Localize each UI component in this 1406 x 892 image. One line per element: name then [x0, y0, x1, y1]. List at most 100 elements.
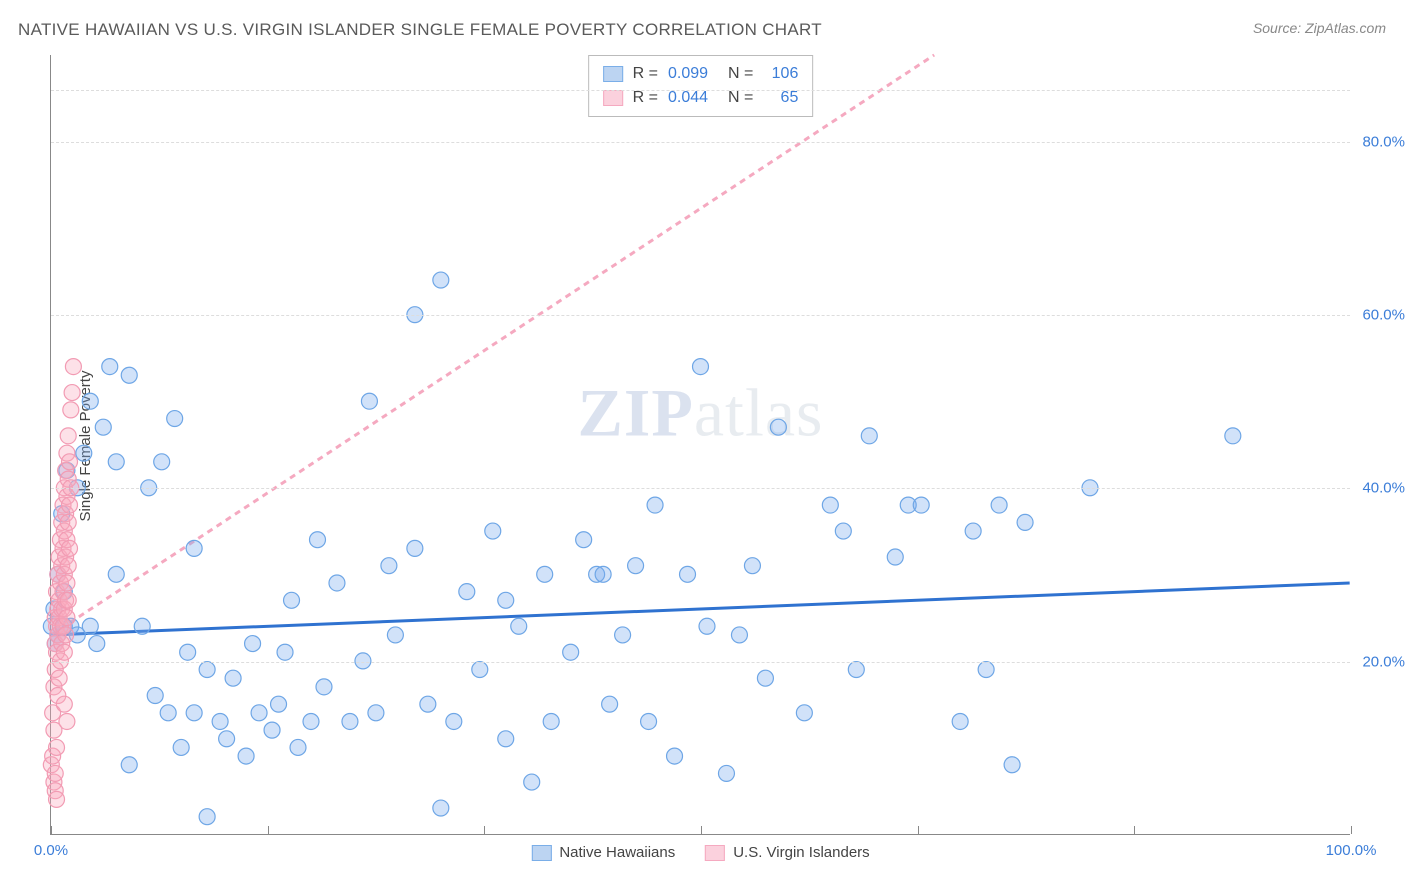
data-point: [134, 618, 150, 634]
data-point: [63, 402, 79, 418]
data-point: [420, 696, 436, 712]
data-point: [952, 713, 968, 729]
y-tick-label: 60.0%: [1362, 307, 1405, 324]
data-point: [361, 393, 377, 409]
data-point: [796, 705, 812, 721]
data-point: [147, 688, 163, 704]
data-point: [472, 662, 488, 678]
data-point: [51, 670, 67, 686]
data-point: [913, 497, 929, 513]
data-point: [628, 558, 644, 574]
data-point: [459, 584, 475, 600]
x-tick: [1351, 826, 1352, 834]
data-point: [965, 523, 981, 539]
data-point: [387, 627, 403, 643]
x-tick: [268, 826, 269, 834]
data-point: [186, 540, 202, 556]
data-point: [861, 428, 877, 444]
data-point: [56, 696, 72, 712]
data-point: [82, 618, 98, 634]
data-point: [225, 670, 241, 686]
legend-label: U.S. Virgin Islanders: [733, 844, 869, 861]
data-point: [381, 558, 397, 574]
data-point: [212, 713, 228, 729]
data-point: [173, 739, 189, 755]
stat-r-label: R =: [633, 62, 658, 86]
gridline-h: [51, 315, 1350, 316]
data-point: [60, 592, 76, 608]
data-point: [82, 393, 98, 409]
data-point: [342, 713, 358, 729]
data-point: [59, 610, 75, 626]
data-point: [160, 705, 176, 721]
data-point: [47, 765, 63, 781]
plot-area: ZIPatlas R =0.099N =106R =0.044N =65 Nat…: [50, 55, 1350, 835]
data-point: [49, 791, 65, 807]
data-point: [60, 514, 76, 530]
legend-bottom: Native Hawaiians U.S. Virgin Islanders: [531, 844, 869, 861]
data-point: [89, 636, 105, 652]
source-attribution: Source: ZipAtlas.com: [1253, 20, 1386, 36]
data-point: [277, 644, 293, 660]
data-point: [62, 454, 78, 470]
data-point: [1004, 757, 1020, 773]
data-point: [602, 696, 618, 712]
data-point: [693, 359, 709, 375]
source-name: ZipAtlas.com: [1305, 20, 1386, 36]
data-point: [718, 765, 734, 781]
gridline-h: [51, 662, 1350, 663]
data-point: [368, 705, 384, 721]
data-point: [316, 679, 332, 695]
data-point: [59, 713, 75, 729]
stats-row: R = 0.099 N = 106: [603, 62, 799, 86]
x-tick-label: 100.0%: [1326, 842, 1377, 859]
data-point: [121, 757, 137, 773]
data-point: [199, 809, 215, 825]
y-tick-label: 80.0%: [1362, 133, 1405, 150]
data-point: [543, 713, 559, 729]
legend-label: Native Hawaiians: [559, 844, 675, 861]
data-point: [991, 497, 1007, 513]
series-swatch: [603, 66, 623, 82]
data-point: [887, 549, 903, 565]
data-point: [595, 566, 611, 582]
data-point: [1225, 428, 1241, 444]
data-point: [757, 670, 773, 686]
x-tick: [51, 826, 52, 834]
data-point: [699, 618, 715, 634]
data-point: [641, 713, 657, 729]
legend-swatch: [531, 845, 551, 861]
data-point: [680, 566, 696, 582]
data-point: [251, 705, 267, 721]
data-point: [121, 367, 137, 383]
gridline-h: [51, 488, 1350, 489]
legend-swatch: [705, 845, 725, 861]
x-tick: [918, 826, 919, 834]
y-tick-label: 40.0%: [1362, 480, 1405, 497]
data-point: [576, 532, 592, 548]
data-point: [310, 532, 326, 548]
x-tick: [701, 826, 702, 834]
data-point: [219, 731, 235, 747]
gridline-h: [51, 142, 1350, 143]
data-point: [563, 644, 579, 660]
data-point: [835, 523, 851, 539]
data-point: [199, 662, 215, 678]
data-point: [770, 419, 786, 435]
data-point: [822, 497, 838, 513]
data-point: [76, 445, 92, 461]
stat-n-label: N =: [728, 62, 753, 86]
stat-n-value: 106: [763, 62, 798, 86]
data-point: [64, 385, 80, 401]
data-point: [744, 558, 760, 574]
data-point: [60, 428, 76, 444]
data-point: [62, 497, 78, 513]
correlation-stats-box: R =0.099N =106R =0.044N =65: [588, 55, 814, 117]
gridline-h: [51, 90, 1350, 91]
data-point: [537, 566, 553, 582]
chart-title: NATIVE HAWAIIAN VS U.S. VIRGIN ISLANDER …: [18, 20, 822, 40]
stat-r-value: 0.099: [668, 62, 718, 86]
data-point: [731, 627, 747, 643]
y-tick-label: 20.0%: [1362, 653, 1405, 670]
data-point: [848, 662, 864, 678]
